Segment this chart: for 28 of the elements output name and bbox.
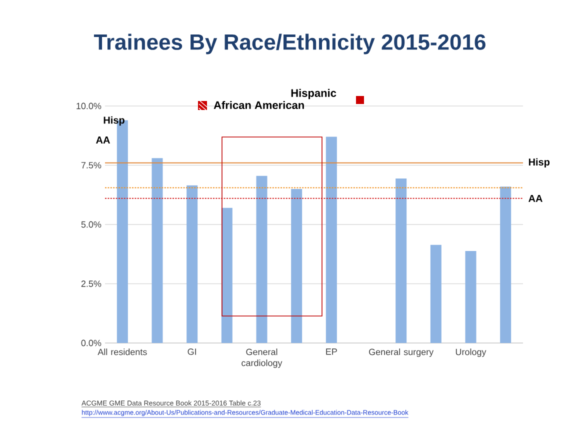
annotation: African American [214, 100, 304, 110]
bar [221, 208, 232, 343]
x-tick-label: General surgery [369, 348, 434, 357]
x-tick-label: Urology [456, 348, 486, 357]
y-tick-label: 5.0% [81, 221, 102, 228]
chart-title: Trainees By Race/Ethnicity 2015-2016 [94, 34, 486, 54]
annotation: AA [96, 136, 110, 144]
y-tick-label: 10.0% [76, 102, 102, 110]
x-tick-label: GI [188, 348, 196, 355]
bar [152, 158, 163, 343]
x-tick-label: All residents [98, 348, 147, 356]
x-tick-label: EP [326, 348, 337, 355]
bar [430, 244, 442, 343]
bar [396, 178, 407, 343]
ref-line-label: Hisp [528, 158, 550, 168]
bar [291, 188, 302, 343]
bar [465, 251, 476, 343]
bar [256, 176, 268, 343]
bar [500, 186, 512, 343]
bar [326, 136, 337, 343]
y-tick-label: 2.5% [81, 280, 102, 287]
y-tick-label: 0.0% [81, 340, 102, 346]
ref-line-label: AA [528, 194, 542, 202]
y-tick-label: 7.5% [81, 162, 102, 168]
x-tick-label: General cardiology [242, 348, 282, 368]
bar [186, 185, 198, 343]
text: Hispanic [291, 88, 336, 100]
annotation: Hisp [104, 116, 124, 126]
